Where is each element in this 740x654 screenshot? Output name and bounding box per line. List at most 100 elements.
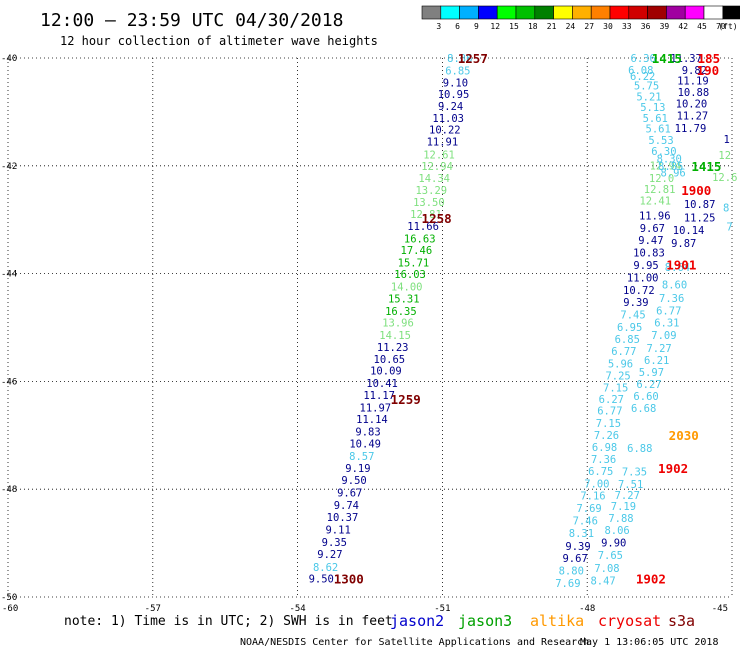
wave-height-value: 11.79 <box>675 123 707 135</box>
wave-height-value: 9.74 <box>334 500 359 512</box>
wave-height-value: 6.68 <box>631 403 656 415</box>
legend-label: 36 <box>641 22 651 31</box>
legend-swatch <box>609 5 630 20</box>
wave-height-value: 7.35 <box>622 466 647 478</box>
wave-height-value: 9.87 <box>671 238 696 250</box>
wave-height-value: 6.98 <box>592 442 617 454</box>
wave-height-value: 6.27 <box>636 379 661 391</box>
wave-height-value: 13.96 <box>382 318 414 330</box>
legend-label: 30 <box>603 22 613 31</box>
legend-swatch <box>553 5 573 20</box>
wave-height-value: 14.15 <box>379 330 411 342</box>
wave-height-value: 7.19 <box>611 501 636 513</box>
pass-time-label: 1902 <box>658 461 688 476</box>
wave-height-value: 5.13 <box>640 102 665 114</box>
wave-height-value: 9.83 <box>355 427 380 439</box>
pass-time-label: 2030 <box>669 428 699 443</box>
pass-time-label: 1258 <box>422 211 452 226</box>
wave-height-value: 8.64 <box>665 262 690 274</box>
wave-height-value: 9.67 <box>337 487 362 499</box>
wave-height-value: 8.36 <box>447 53 472 65</box>
wave-height-value: 5.53 <box>648 135 673 147</box>
legend-swatch <box>459 5 479 20</box>
wave-height-value: 10.72 <box>623 285 655 297</box>
wave-height-value: 9.95 <box>633 260 658 272</box>
track-east-b: 11.379.8211.1910.8810.2011.2711.798.308.… <box>590 53 715 587</box>
legend-swatch <box>666 5 686 20</box>
wave-height-value: 7.45 <box>620 310 645 322</box>
wave-height-value: 10.09 <box>370 366 402 378</box>
wave-height-value: 7.25 <box>605 370 630 382</box>
wave-height-value: 9.27 <box>317 549 342 561</box>
legend-label: 70 <box>716 22 726 31</box>
wave-height-value: 11.25 <box>684 213 716 225</box>
wave-height-value: 8.31 <box>569 528 594 540</box>
wave-height-value: 7.26 <box>594 430 619 442</box>
wave-height-value: 7.15 <box>603 382 628 394</box>
wave-height-value: 6.75 <box>588 466 613 478</box>
legend-swatch <box>421 5 442 20</box>
wave-height-value: 7.69 <box>555 578 580 590</box>
wave-height-value: 11.14 <box>356 414 388 426</box>
wave-height-value: 12.94 <box>421 161 453 173</box>
wave-height-value: 13.50 <box>413 197 445 209</box>
wave-height-value: 9.67 <box>562 553 587 565</box>
lat-tick-label: -42 <box>1 162 17 172</box>
wave-height-value: 5.75 <box>634 80 659 92</box>
mission-label: jason3 <box>458 612 512 630</box>
wave-height-value: 8.30 <box>657 153 682 165</box>
legend-label: 39 <box>660 22 670 31</box>
wave-height-value: 7.36 <box>659 293 684 305</box>
wave-height-value: 6.21 <box>644 355 669 367</box>
wave-height-value: 16.03 <box>394 269 426 281</box>
wave-height-value: 9.47 <box>638 235 663 247</box>
wave-height-value: 7.15 <box>596 418 621 430</box>
wave-height-observations: 8.366.859.1010.959.2411.0310.2211.9112.6… <box>309 53 738 590</box>
wave-height-value: 12 <box>718 150 731 162</box>
wave-height-value: 6.77 <box>656 305 681 317</box>
wave-height-value: 6.36 <box>631 53 656 65</box>
wave-height-value: 8.62 <box>313 562 338 574</box>
legend-label: 33 <box>622 22 632 31</box>
wave-height-value: 10.49 <box>349 438 381 450</box>
wave-height-value: 7.16 <box>580 491 605 503</box>
wave-height-value: 10.88 <box>678 87 710 99</box>
wave-height-value: 9.50 <box>341 475 366 487</box>
legend-swatch <box>440 5 460 20</box>
wave-height-value: 1 <box>724 134 730 146</box>
wave-height-value: 11.23 <box>377 342 409 354</box>
wave-height-value: 7.27 <box>646 343 671 355</box>
legend-swatch <box>628 5 648 20</box>
pass-time-label: 1901 <box>666 257 696 272</box>
wave-height-value: 5.97 <box>639 367 664 379</box>
wave-height-value: 13.29 <box>415 185 447 197</box>
legend-swatch <box>496 5 517 20</box>
wave-height-value: 11.00 <box>627 272 659 284</box>
wave-height-value: 8.06 <box>604 525 629 537</box>
legend-label: 3 <box>436 22 441 31</box>
wave-height-value: 11.66 <box>407 221 439 233</box>
wave-height-value: 6.77 <box>597 406 622 418</box>
wave-height-value: 10.65 <box>374 354 406 366</box>
lon-tick-label: -45 <box>712 604 728 614</box>
wave-height-value: 7.08 <box>594 563 619 575</box>
wave-height-value: 10.14 <box>673 225 705 237</box>
wave-height-value: 10.83 <box>633 248 665 260</box>
wave-height-value: 11.96 <box>639 210 671 222</box>
wave-height-value: 16.63 <box>404 234 436 246</box>
wave-height-value: 11.27 <box>677 111 709 123</box>
pass-time-label: 1415 <box>691 159 721 174</box>
wave-height-value: 9.24 <box>438 101 463 113</box>
wave-height-value: 7 <box>726 222 732 234</box>
wave-height-value: 9.82 <box>682 65 707 77</box>
track-west: 8.366.859.1010.959.2411.0310.2211.9112.6… <box>309 53 473 586</box>
legend-label: 45 <box>697 22 707 31</box>
wave-height-value: 9.35 <box>322 537 347 549</box>
wave-height-value: 8.96 <box>660 167 685 179</box>
wave-height-value: 11.91 <box>427 137 459 149</box>
wave-height-value: 6.85 <box>615 334 640 346</box>
footer-credit: NOAA/NESDIS Center for Satellite Applica… <box>240 637 589 648</box>
wave-height-value: 9.50 <box>309 574 334 586</box>
wave-height-value: 5.61 <box>643 113 668 125</box>
